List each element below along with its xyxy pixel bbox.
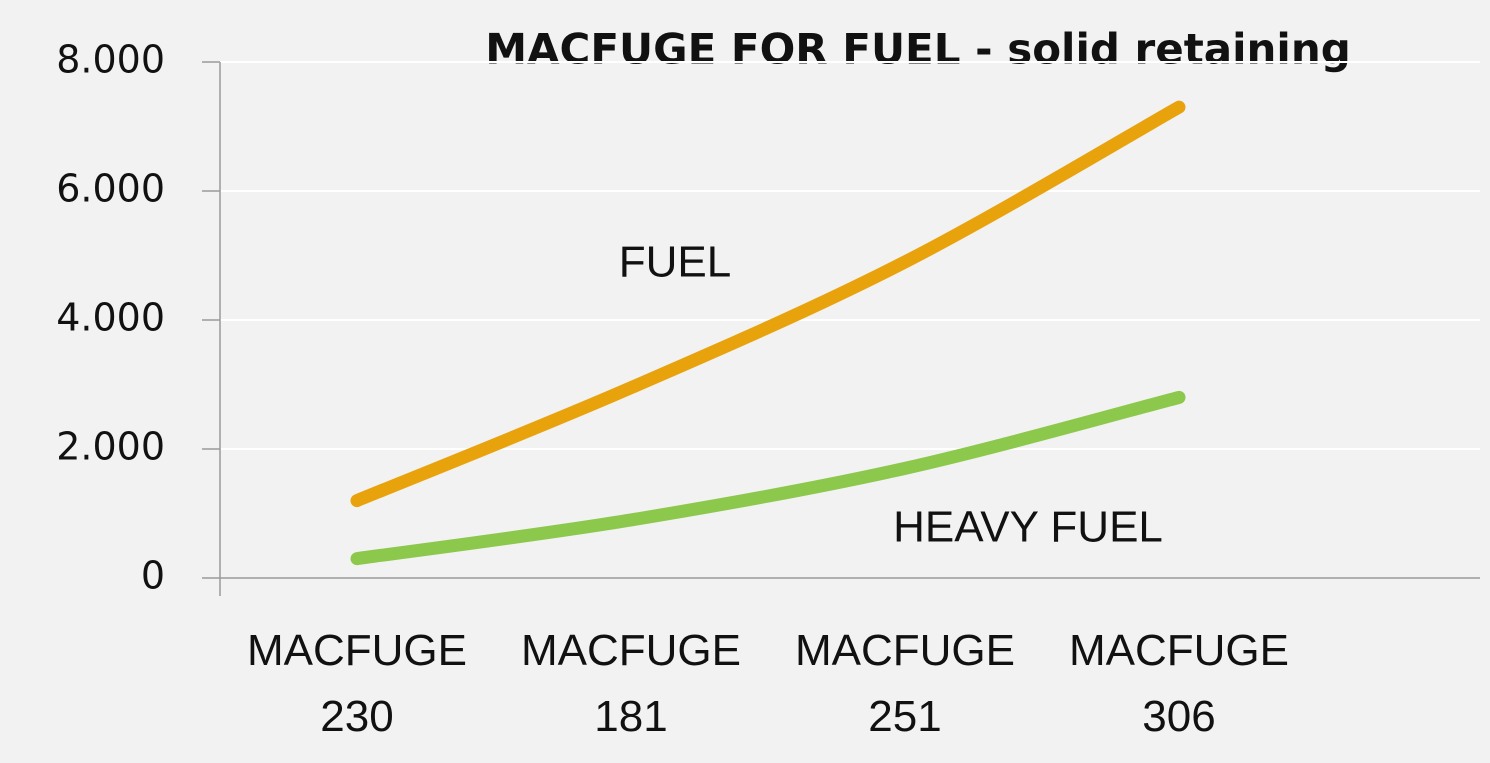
x-tick-label: MACFUGE 251 <box>795 626 1015 741</box>
x-tick-label: MACFUGE 230 <box>247 626 467 741</box>
y-tick-label: 4.000 <box>56 296 165 340</box>
series-line <box>350 100 1186 508</box>
series-line <box>350 390 1186 566</box>
y-tick-label: 0 <box>141 554 165 598</box>
y-tick-label: 6.000 <box>56 167 165 211</box>
series-label: FUEL <box>619 238 731 287</box>
x-tick-label: MACFUGE 306 <box>1069 626 1289 741</box>
y-tick-label: 2.000 <box>56 425 165 469</box>
series-label: HEAVY FUEL <box>893 503 1163 552</box>
y-tick-label: 8.000 <box>56 38 165 82</box>
chart-title: MACFUGE FOR FUEL - solid retaining <box>485 25 1351 74</box>
x-tick-label: MACFUGE 181 <box>521 626 741 741</box>
